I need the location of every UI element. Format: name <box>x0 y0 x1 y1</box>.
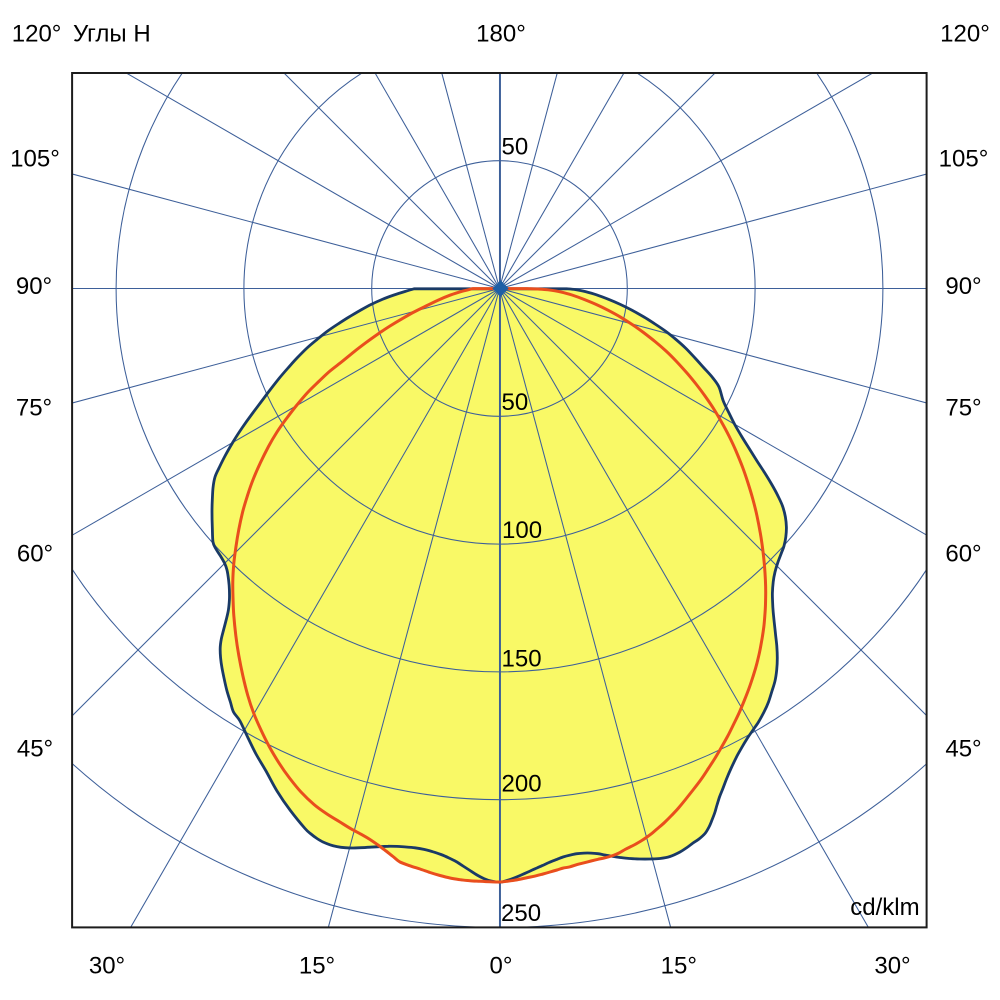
svg-text:15°: 15° <box>661 953 697 980</box>
svg-text:180°: 180° <box>476 21 526 48</box>
svg-text:Углы H: Углы H <box>73 21 151 48</box>
svg-text:120°: 120° <box>12 21 62 48</box>
svg-text:100: 100 <box>502 517 542 544</box>
svg-text:50: 50 <box>502 389 529 416</box>
svg-text:250: 250 <box>501 900 541 927</box>
svg-text:90°: 90° <box>945 273 981 300</box>
svg-text:50: 50 <box>502 134 529 161</box>
svg-text:cd/klm: cd/klm <box>850 894 919 921</box>
svg-text:30°: 30° <box>874 953 910 980</box>
svg-text:45°: 45° <box>17 736 53 763</box>
svg-text:120°: 120° <box>940 21 990 48</box>
svg-text:75°: 75° <box>945 395 981 422</box>
svg-text:15°: 15° <box>299 953 335 980</box>
svg-text:90°: 90° <box>16 273 52 300</box>
svg-text:60°: 60° <box>17 541 53 568</box>
svg-text:150: 150 <box>502 646 542 673</box>
svg-text:45°: 45° <box>945 736 981 763</box>
svg-text:105°: 105° <box>939 146 989 173</box>
svg-text:0°: 0° <box>490 953 513 980</box>
svg-text:75°: 75° <box>16 395 52 422</box>
svg-text:60°: 60° <box>945 541 981 568</box>
svg-text:200: 200 <box>502 771 542 798</box>
svg-text:30°: 30° <box>89 953 125 980</box>
svg-text:105°: 105° <box>10 146 60 173</box>
